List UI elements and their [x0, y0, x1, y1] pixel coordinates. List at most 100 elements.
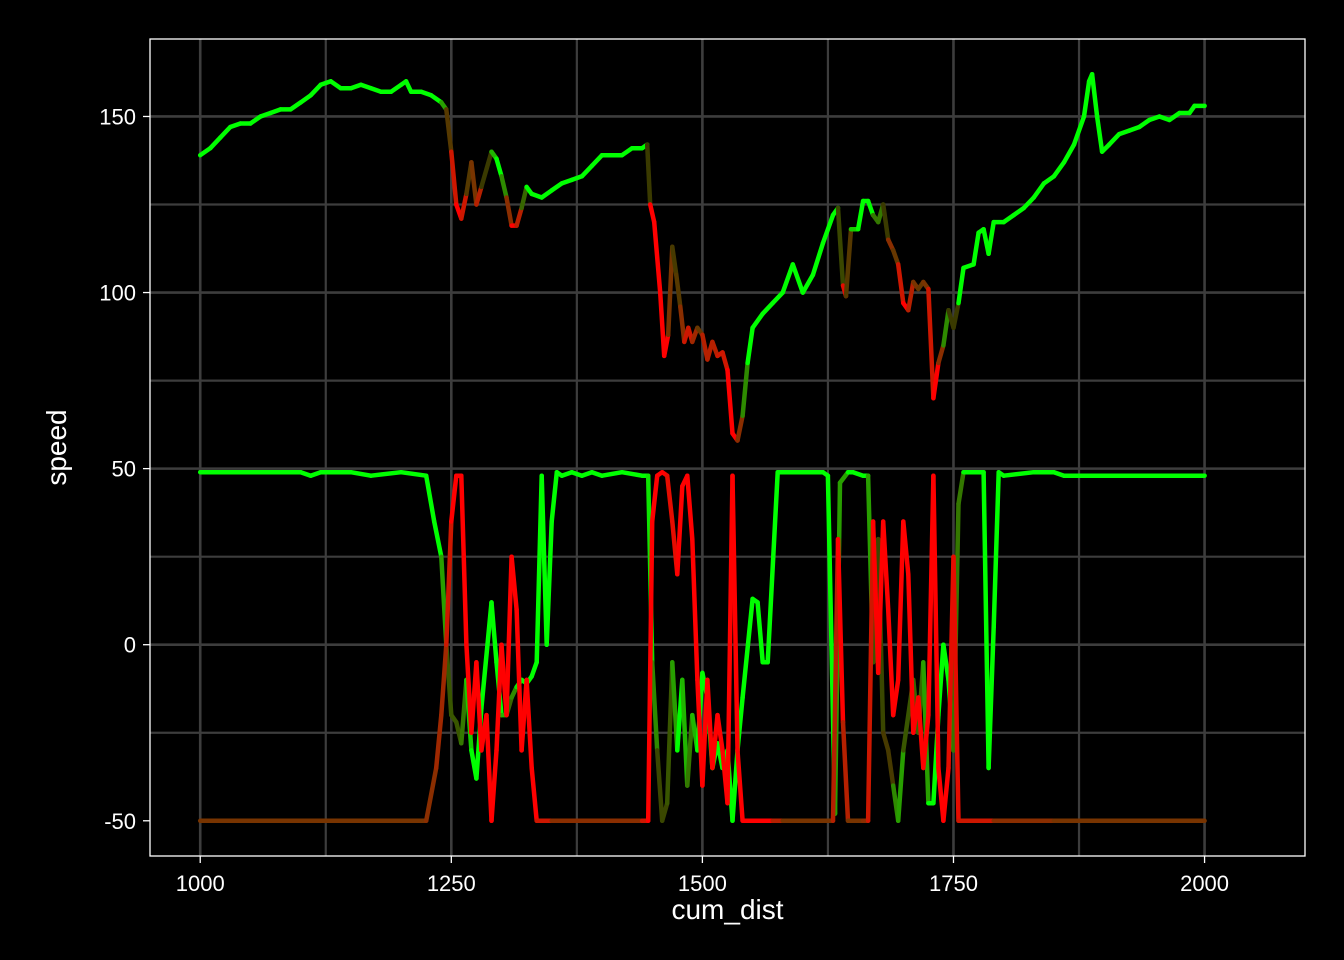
series-1-segment	[770, 290, 785, 306]
series-1-segment	[1061, 142, 1077, 165]
series-1-segment	[208, 135, 223, 151]
series-1-segment	[494, 156, 504, 179]
series-1-segment	[986, 219, 996, 257]
series-1-segment	[800, 272, 816, 295]
series-1-segment	[810, 241, 826, 278]
series-3-segment	[459, 473, 469, 647]
series-2-segment	[619, 469, 645, 478]
series-3-segment	[489, 748, 499, 824]
series-1-segment	[750, 311, 765, 331]
series-2-segment	[755, 600, 765, 665]
series-1-segment	[855, 198, 866, 232]
series-3-segment	[509, 554, 519, 612]
x-axis-ticks: 1000 1250 1500 1750 2000	[176, 856, 1229, 896]
y-axis-ticks: -50 0 50 100 150	[99, 104, 150, 834]
series-1-segment	[820, 212, 836, 246]
series-1-segment	[218, 124, 233, 140]
series-1-segment	[1021, 195, 1037, 211]
series-3-segment	[524, 677, 534, 771]
series-1-segment	[951, 300, 961, 331]
series-2-segment	[659, 800, 670, 824]
x-axis-title: cum_dist	[671, 894, 783, 925]
series-1-segment	[444, 107, 454, 154]
series-1-segment	[308, 82, 323, 98]
series-1-segment	[971, 230, 981, 267]
series-1-segment	[843, 226, 854, 299]
series-2-segment	[431, 519, 444, 559]
series-1	[197, 71, 1207, 443]
series-3-segment	[895, 519, 906, 683]
series-1-segment	[941, 307, 951, 348]
series-2-segment	[544, 519, 554, 647]
series-3-segment	[890, 677, 901, 718]
series-1-segment	[735, 413, 745, 443]
series-3-segment	[941, 765, 951, 824]
series-2-segment	[981, 469, 991, 771]
series-2-segment	[489, 600, 499, 665]
series-3-segment	[880, 519, 891, 612]
series-3-segment	[735, 748, 745, 824]
series-2-segment	[991, 469, 1001, 630]
series-1-segment	[661, 332, 671, 359]
y-tick-label: 50	[112, 457, 136, 482]
series-1-segment	[835, 205, 846, 288]
series-1-segment	[670, 244, 679, 278]
series-3-segment	[514, 607, 524, 753]
series-2-segment	[649, 660, 660, 753]
series-1-segment	[710, 339, 720, 359]
series-1-segment	[657, 290, 667, 359]
series-1-segment	[459, 191, 469, 221]
series-1-segment	[1051, 160, 1067, 179]
series-1-segment	[665, 244, 675, 338]
series-1-segment	[479, 149, 494, 190]
series-2-segment	[654, 748, 665, 824]
series-1-segment	[760, 300, 775, 316]
series-2-segment	[529, 660, 539, 679]
series-1-segment	[644, 142, 653, 207]
series-3-segment	[901, 519, 911, 577]
series-3	[197, 469, 1207, 824]
series-1-segment	[740, 360, 750, 419]
series-1-segment	[469, 160, 479, 207]
series-1-segment	[579, 163, 595, 179]
series-3-segment	[875, 519, 886, 676]
series-3-segment	[474, 660, 484, 753]
y-axis-title: speed	[41, 409, 72, 485]
y-tick-label: 150	[99, 104, 136, 129]
series-2-segment	[765, 469, 780, 665]
series-3-segment	[439, 642, 449, 718]
series-2-segment	[885, 748, 896, 788]
x-tick-label: 2000	[1180, 871, 1229, 896]
series-1-segment	[725, 367, 735, 436]
series-1-segment	[880, 202, 891, 242]
series-1-segment	[589, 152, 605, 169]
series-2-segment	[479, 600, 494, 711]
series-3-segment	[865, 519, 876, 824]
series-1-segment	[1081, 79, 1092, 119]
series-3-segment	[645, 519, 655, 824]
series-2-segment	[398, 469, 429, 478]
series-2-segment	[986, 624, 996, 771]
series-1-segment	[790, 262, 806, 295]
series-3-segment	[840, 719, 851, 824]
series-1-segment	[745, 325, 755, 366]
series-1-segment	[931, 360, 941, 401]
series-3-segment	[444, 519, 454, 647]
series-3-segment	[504, 554, 514, 718]
series-3-segment	[675, 483, 685, 577]
series-3-segment	[931, 473, 941, 771]
x-tick-label: 1500	[678, 871, 727, 896]
series-1-segment	[1089, 71, 1100, 119]
y-tick-label: -50	[104, 809, 136, 834]
y-tick-label: 0	[124, 633, 136, 658]
series-1-segment	[651, 219, 663, 295]
series-1-segment	[647, 202, 657, 225]
series-2-segment	[549, 469, 560, 524]
series-2-segment	[423, 473, 437, 524]
series-3-segment	[664, 473, 675, 524]
series-2-segment	[941, 642, 951, 683]
series-3-segment	[449, 473, 459, 524]
series-1-segment	[504, 195, 514, 228]
series-3-segment	[951, 554, 961, 824]
